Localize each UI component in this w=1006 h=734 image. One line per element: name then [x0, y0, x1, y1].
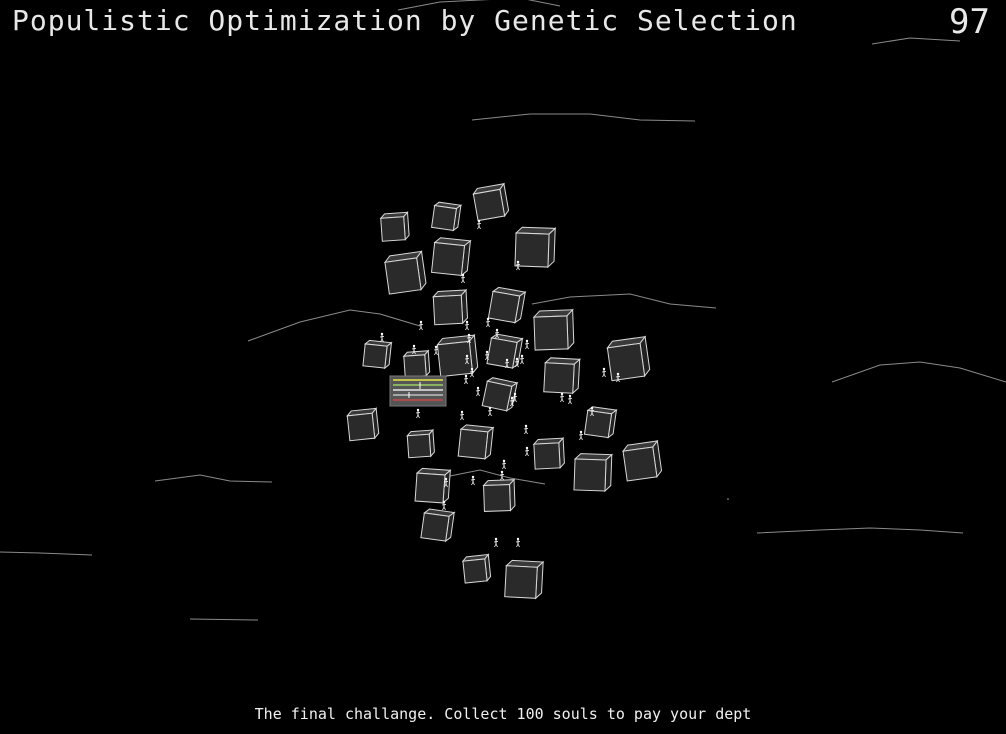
stick-figure-icon: [509, 396, 515, 407]
crate-icon: [383, 250, 427, 295]
stick-figure-icon: [415, 408, 421, 419]
stick-figure-icon: [443, 477, 449, 488]
crate-icon: [431, 201, 463, 232]
crate-field: [346, 182, 663, 600]
stick-figure-icon: [464, 320, 470, 331]
terrain-line: [0, 551, 93, 556]
stick-figure-icon: [379, 332, 385, 343]
stick-figure-icon: [499, 470, 505, 481]
crate-icon: [406, 428, 435, 459]
stick-figure-icon: [459, 410, 465, 421]
stick-figure-icon: [501, 459, 507, 470]
stick-figure-icon: [476, 219, 482, 230]
stick-figure-icon: [589, 406, 595, 417]
crate-icon: [346, 407, 380, 442]
stick-figure-icon: [466, 333, 472, 344]
crate-icon: [402, 349, 431, 378]
stick-figure-icon: [504, 358, 510, 369]
player-panel-icon: [389, 375, 447, 407]
terrain-line: [439, 469, 546, 485]
crate-icon: [414, 467, 452, 505]
terrain-line: [756, 527, 964, 534]
crate-icon: [472, 182, 510, 222]
soul-swarm: [379, 219, 621, 548]
stick-figure-icon: [469, 367, 475, 378]
stick-figure-icon: [512, 392, 518, 403]
level-caption: The final challange. Collect 100 souls t…: [254, 705, 752, 723]
terrain-line: [154, 474, 273, 483]
stick-figure-icon: [615, 372, 621, 383]
stick-figure-icon: [578, 430, 584, 441]
stick-figure-icon: [464, 354, 470, 365]
crate-icon: [606, 335, 651, 382]
terrain-line: [397, 0, 561, 11]
crate-icon: [532, 308, 575, 351]
stick-figure-icon: [601, 367, 607, 378]
game-title: Populistic Optimization by Genetic Selec…: [12, 4, 798, 37]
stick-figure-icon: [523, 424, 529, 435]
crate-icon: [436, 333, 479, 378]
crate-icon: [379, 211, 410, 242]
terrain-lines: [0, 0, 1006, 621]
stick-figure-icon: [519, 354, 525, 365]
stick-figure-icon: [515, 537, 521, 548]
crate-icon: [532, 436, 565, 470]
stick-figure-icon: [485, 317, 491, 328]
stick-figure-icon: [475, 386, 481, 397]
crate-icon: [573, 453, 614, 493]
stick-figure-icon: [559, 392, 565, 403]
stick-figure-icon: [418, 320, 424, 331]
stick-figure-icon: [411, 344, 417, 355]
stick-figure-icon: [484, 350, 490, 361]
crate-icon: [457, 424, 495, 460]
terrain-line: [189, 618, 259, 621]
crate-icon: [481, 377, 519, 412]
terrain-line: [531, 293, 717, 309]
crate-icon: [621, 439, 663, 482]
crate-icon: [362, 339, 393, 370]
crate-icon: [486, 333, 524, 370]
stick-figure-icon: [460, 273, 466, 284]
crate-icon: [543, 357, 581, 395]
crate-icon: [482, 478, 516, 512]
stick-figure-icon: [487, 406, 493, 417]
crate-icon: [487, 286, 527, 324]
stick-figure-icon: [524, 446, 530, 457]
crate-icon: [583, 406, 618, 439]
terrain-line: [831, 361, 1006, 383]
terrain-line: [871, 37, 961, 45]
crate-icon: [461, 553, 492, 584]
stick-figure-icon: [524, 339, 530, 350]
stick-figure-icon: [494, 328, 500, 339]
soul-counter: 97: [949, 2, 990, 42]
stick-figure-icon: [463, 374, 469, 385]
stick-figure-icon: [515, 260, 521, 271]
terrain-speck: [727, 498, 729, 500]
crate-icon: [504, 559, 545, 600]
crate-icon: [514, 226, 557, 269]
stick-figure-icon: [567, 394, 573, 405]
stick-figure-icon: [441, 500, 447, 511]
stick-figure-icon: [493, 537, 499, 548]
stick-figure-icon: [514, 357, 520, 368]
crate-icon: [432, 288, 468, 326]
crate-icon: [420, 508, 456, 543]
terrain-line: [471, 113, 696, 122]
terrain-line: [247, 309, 421, 342]
crate-icon: [430, 237, 472, 277]
stick-figure-icon: [433, 345, 439, 356]
stick-figure-icon: [470, 475, 476, 486]
